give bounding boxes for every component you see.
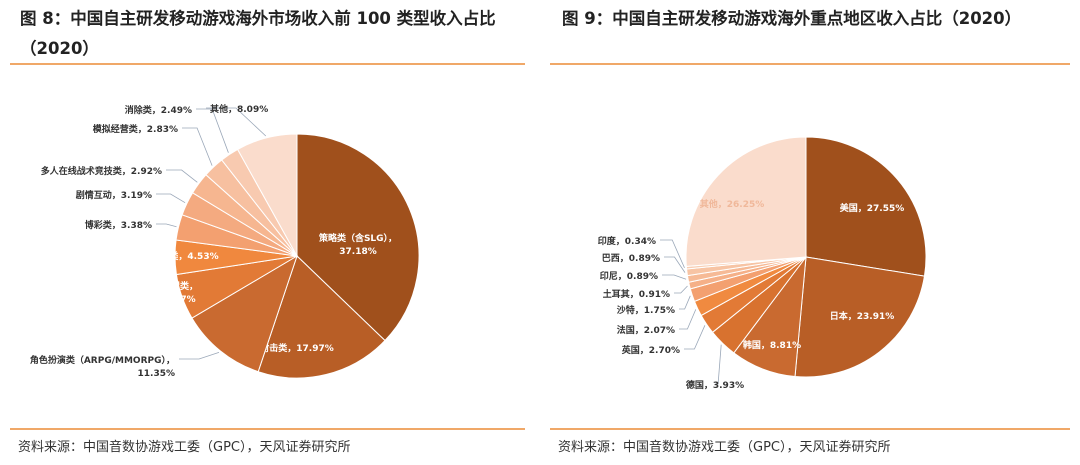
title-divider-right [550, 63, 1070, 65]
slice-label-1-2: 角色扮演类（ARPG/MMORPG）， 11.35% [30, 354, 175, 379]
slice-label-2-0: 美国，27.55% [840, 202, 905, 214]
leader-line-1-10 [206, 107, 267, 137]
pie-slice-1-1 [257, 255, 386, 379]
slice-label-2-11: 其他，26.25% [700, 198, 765, 210]
leader-line-2-7 [674, 285, 688, 294]
chart-title-left-line2: （2020） [20, 39, 99, 58]
pie-slice-2-1 [794, 256, 926, 378]
slice-label-1-0: 策略类（含SLG）， 37.18% [318, 232, 397, 257]
slice-label-1-3: 放置类， 6.07% [161, 280, 198, 305]
pie-slice-1-10 [236, 133, 298, 258]
leader-line-1-9 [196, 108, 229, 153]
slice-label-1-5: 博彩类，3.38% [85, 219, 152, 231]
slice-label-1-10: 其他，8.09% [210, 103, 268, 115]
chart-title-left: 图 8：中国自主研发移动游戏海外市场收入前 100 类型收入占比 （2020） [20, 4, 525, 64]
slice-label-1-9: 消除类，2.49% [125, 104, 192, 116]
slice-label-1-7: 多人在线战术竞技类，2.92% [41, 165, 162, 177]
leader-line-1-7 [166, 169, 198, 183]
slice-label-2-5: 法国，2.07% [617, 324, 675, 336]
title-divider-left [10, 63, 525, 65]
right-panel: 图 9：中国自主研发移动游戏海外重点地区收入占比（2020） 美国，27.55%… [550, 0, 1070, 455]
source-divider-left [10, 428, 525, 430]
slice-label-2-10: 印度，0.34% [598, 235, 656, 247]
slice-label-2-9: 巴西，0.89% [602, 253, 660, 264]
slice-label-2-7: 土耳其，0.91% [603, 288, 670, 300]
slice-label-2-1: 日本，23.91% [830, 310, 895, 322]
source-note-left: 资料来源：中国音数协游戏工委（GPC），天风证券研究所 [18, 440, 351, 455]
slice-label-2-3: 德国，3.93% [686, 379, 744, 391]
slice-label-1-4: 卡牌类，4.53% [151, 250, 218, 262]
slice-label-2-2: 韩国，8.81% [743, 339, 801, 351]
slice-label-2-6: 沙特，1.75% [617, 304, 675, 316]
pie-slice-1-2 [191, 254, 298, 373]
slice-label-1-8: 模拟经营类，2.83% [93, 123, 178, 135]
leader-line-2-8 [662, 274, 687, 280]
source-note-right: 资料来源：中国音数协游戏工委（GPC），天风证券研究所 [558, 440, 891, 455]
chart-title-right: 图 9：中国自主研发移动游戏海外重点地区收入占比（2020） [562, 9, 1022, 28]
pie-slice-2-11 [685, 136, 807, 267]
leader-line-2-5 [679, 309, 697, 330]
leader-line-1-6 [156, 193, 186, 204]
leader-line-2-9 [664, 256, 686, 273]
leader-line-2-10 [660, 239, 685, 269]
chart-title-left-line1: 图 8：中国自主研发移动游戏海外市场收入前 100 类型收入占比 [20, 9, 496, 28]
pie-slice-2-0 [805, 136, 927, 277]
leader-line-1-8 [182, 127, 213, 166]
pie-chart-left: 策略类（含SLG）， 37.18% 射击类，17.97% 角色扮演类（ARPG/MMO… [30, 103, 420, 379]
left-panel: 图 8：中国自主研发移动游戏海外市场收入前 100 类型收入占比 （2020） … [10, 0, 525, 455]
slice-label-1-1: 射击类，17.97% [259, 342, 334, 354]
pie-slice-1-0 [296, 133, 420, 342]
slice-label-2-4: 英国，2.70% [621, 344, 680, 356]
leader-line-2-6 [679, 295, 691, 310]
source-divider-right [550, 428, 1070, 430]
leader-line-1-5 [156, 223, 177, 228]
leader-line-2-3 [715, 344, 722, 385]
leader-line-2-4 [684, 325, 706, 350]
pie-chart-right: 美国，27.55% 日本，23.91% 韩国，8.81% 德国，3.93% 英国，2.7… [598, 136, 927, 391]
slice-label-1-6: 剧情互动，3.19% [76, 189, 152, 201]
slice-label-2-8: 印尼，0.89% [600, 270, 658, 282]
leader-line-1-2 [179, 352, 220, 360]
